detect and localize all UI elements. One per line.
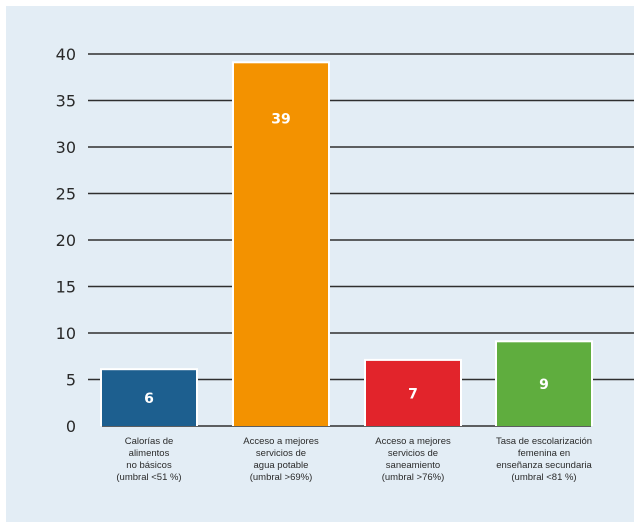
bar-chart: 0 5 10 15 20 25 30 35 40 6 Calorías dealimentosno … [56, 45, 634, 483]
category-label-line: agua potable [254, 460, 309, 471]
chart-card: 0 5 10 15 20 25 30 35 40 6 Calorías de alimentos no … [6, 6, 634, 522]
y-tick-label: 15 [56, 278, 76, 297]
category-label-line: Tasa de escolarización [496, 436, 592, 447]
category-label-line: (umbral >76%) [382, 472, 445, 483]
category-label-line: enseñanza secundaria [496, 460, 592, 471]
y-tick-label: 30 [56, 138, 76, 157]
bar-1[interactable] [102, 370, 196, 426]
bar-value-label: 6 [144, 391, 154, 407]
y-tick-label: 20 [56, 231, 76, 250]
category-label-line: Calorías de [125, 436, 174, 447]
y-tick-label: 10 [56, 324, 76, 343]
category-label-line: servicios de [256, 448, 306, 459]
category-label-line: (umbral >69%) [250, 472, 313, 483]
category-label-line: alimentos [129, 448, 170, 459]
y-tick-label: 0 [66, 417, 76, 436]
bar-value-label: 39 [271, 111, 290, 127]
y-tick-label: 5 [66, 371, 76, 390]
bar-4[interactable] [497, 342, 591, 426]
y-tick-label: 40 [56, 45, 76, 64]
category-label-line: no básicos [126, 460, 172, 471]
category-label-line: servicios de [388, 448, 438, 459]
category-label-line: Acceso a mejores [375, 436, 451, 447]
category-label-line: femenina en [518, 448, 570, 459]
y-tick-label: 35 [56, 92, 76, 111]
bar-2[interactable] [234, 63, 328, 427]
bar-value-label: 7 [408, 386, 418, 402]
category-label-line: (umbral <81 %) [511, 472, 576, 483]
category-label-line: (umbral <51 %) [116, 472, 181, 483]
category-label-line: saneamiento [386, 460, 440, 471]
category-label-line: Acceso a mejores [243, 436, 319, 447]
bar-3[interactable] [366, 360, 460, 426]
y-tick-label: 25 [56, 185, 76, 204]
bar-value-label: 9 [539, 377, 549, 393]
